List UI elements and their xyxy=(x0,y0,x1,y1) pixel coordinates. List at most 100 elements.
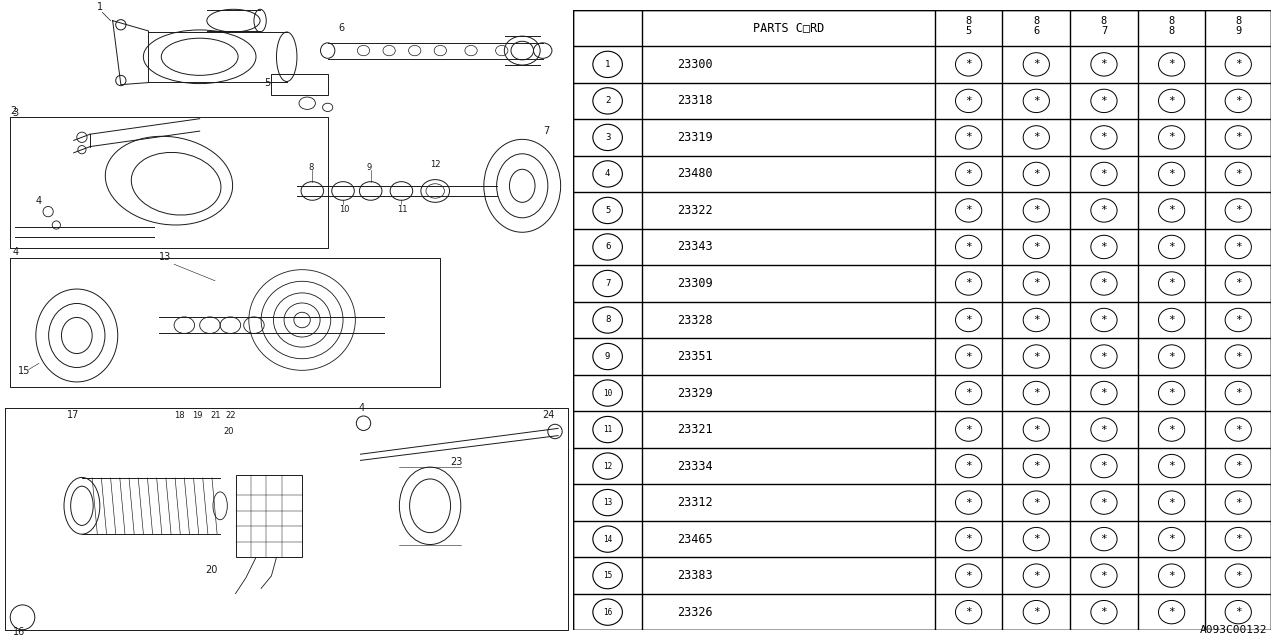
Text: *: * xyxy=(1033,315,1039,325)
Text: *: * xyxy=(1235,388,1242,398)
Text: A093C00132: A093C00132 xyxy=(1199,625,1267,635)
Text: *: * xyxy=(1101,205,1107,216)
Text: *: * xyxy=(1101,534,1107,544)
Text: *: * xyxy=(1169,497,1175,508)
Text: *: * xyxy=(1033,132,1039,143)
Text: 11: 11 xyxy=(397,205,408,214)
Text: *: * xyxy=(965,388,972,398)
Text: 7: 7 xyxy=(543,126,549,136)
Text: 23329: 23329 xyxy=(677,387,713,399)
Text: 14: 14 xyxy=(603,534,612,543)
Text: 23: 23 xyxy=(451,456,463,467)
Text: *: * xyxy=(1033,461,1039,471)
Text: *: * xyxy=(965,278,972,289)
Text: 20: 20 xyxy=(223,426,234,436)
Text: 15: 15 xyxy=(603,571,612,580)
Text: *: * xyxy=(965,461,972,471)
Text: 1: 1 xyxy=(605,60,611,69)
Text: *: * xyxy=(1235,132,1242,143)
Text: *: * xyxy=(965,497,972,508)
Text: *: * xyxy=(1101,60,1107,69)
Text: *: * xyxy=(1101,169,1107,179)
Text: *: * xyxy=(1169,96,1175,106)
Text: *: * xyxy=(1101,278,1107,289)
Text: *: * xyxy=(1169,424,1175,435)
Text: *: * xyxy=(1235,497,1242,508)
Text: *: * xyxy=(1033,424,1039,435)
Text: 13: 13 xyxy=(603,498,612,507)
Text: 9: 9 xyxy=(366,163,372,172)
Text: *: * xyxy=(1169,278,1175,289)
Text: *: * xyxy=(1169,132,1175,143)
Text: 5: 5 xyxy=(264,77,270,88)
Text: *: * xyxy=(1235,242,1242,252)
Text: 23328: 23328 xyxy=(677,314,713,326)
Text: *: * xyxy=(1101,351,1107,362)
Text: 8
6: 8 6 xyxy=(1033,16,1039,36)
Text: *: * xyxy=(1235,205,1242,216)
Text: *: * xyxy=(965,424,972,435)
Text: *: * xyxy=(1033,205,1039,216)
Text: 22: 22 xyxy=(225,411,236,420)
Text: 23351: 23351 xyxy=(677,350,713,363)
Bar xyxy=(236,475,302,557)
Text: 23465: 23465 xyxy=(677,532,713,546)
Text: 12: 12 xyxy=(430,160,440,169)
Text: *: * xyxy=(1235,96,1242,106)
Text: 6: 6 xyxy=(605,243,611,252)
Text: 7: 7 xyxy=(605,279,611,288)
Text: *: * xyxy=(1169,205,1175,216)
Text: *: * xyxy=(1101,132,1107,143)
Text: *: * xyxy=(1033,96,1039,106)
Text: 15: 15 xyxy=(18,365,31,376)
Text: *: * xyxy=(1169,315,1175,325)
Text: *: * xyxy=(1169,461,1175,471)
Text: 23319: 23319 xyxy=(677,131,713,144)
Text: *: * xyxy=(1033,278,1039,289)
Text: 16: 16 xyxy=(13,627,26,637)
Text: 18: 18 xyxy=(174,411,184,420)
Text: *: * xyxy=(1169,169,1175,179)
Text: 6: 6 xyxy=(338,23,344,33)
Text: *: * xyxy=(1235,60,1242,69)
Text: *: * xyxy=(965,571,972,580)
Text: *: * xyxy=(1033,497,1039,508)
Text: *: * xyxy=(965,351,972,362)
Text: 23383: 23383 xyxy=(677,569,713,582)
Text: 8
7: 8 7 xyxy=(1101,16,1107,36)
Text: 24: 24 xyxy=(543,410,556,420)
Text: 23326: 23326 xyxy=(677,605,713,619)
Text: *: * xyxy=(1235,278,1242,289)
Text: 1: 1 xyxy=(97,3,104,12)
Text: *: * xyxy=(1101,424,1107,435)
Text: *: * xyxy=(1169,534,1175,544)
Text: 23343: 23343 xyxy=(677,241,713,253)
Text: *: * xyxy=(965,96,972,106)
Text: *: * xyxy=(965,205,972,216)
Text: *: * xyxy=(965,242,972,252)
Text: 8
5: 8 5 xyxy=(965,16,972,36)
Text: 17: 17 xyxy=(67,410,79,420)
Text: 16: 16 xyxy=(603,607,612,617)
Text: 12: 12 xyxy=(603,461,612,470)
Text: 23312: 23312 xyxy=(677,496,713,509)
Text: *: * xyxy=(1169,60,1175,69)
Text: 10: 10 xyxy=(339,205,349,214)
Text: *: * xyxy=(965,534,972,544)
Text: 23480: 23480 xyxy=(677,168,713,180)
Text: *: * xyxy=(1235,315,1242,325)
Text: *: * xyxy=(965,607,972,617)
Text: *: * xyxy=(965,169,972,179)
Text: *: * xyxy=(1033,388,1039,398)
Text: 5: 5 xyxy=(605,206,611,215)
Text: *: * xyxy=(1033,169,1039,179)
Text: *: * xyxy=(1235,424,1242,435)
Text: *: * xyxy=(1101,242,1107,252)
Text: *: * xyxy=(1235,534,1242,544)
Text: 21: 21 xyxy=(210,411,220,420)
Text: *: * xyxy=(1033,607,1039,617)
Text: *: * xyxy=(1235,351,1242,362)
Text: *: * xyxy=(1169,351,1175,362)
Text: 8: 8 xyxy=(308,163,314,172)
Text: 9: 9 xyxy=(605,352,611,361)
